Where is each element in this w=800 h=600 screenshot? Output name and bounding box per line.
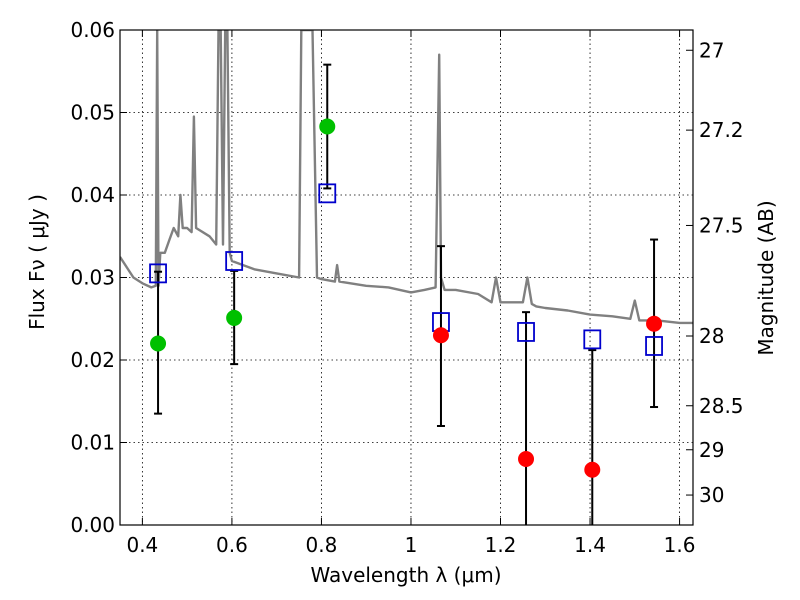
x-tick-label: 0.4 bbox=[126, 533, 158, 557]
detections-point bbox=[226, 309, 243, 326]
y2-tick-label: 27.5 bbox=[699, 213, 744, 237]
detections-point bbox=[319, 118, 336, 135]
y-axis-title: Flux Fν ( μJy ) bbox=[25, 194, 49, 330]
x-axis-title: Wavelength λ (μm) bbox=[310, 563, 501, 587]
x-tick-label: 1.6 bbox=[664, 533, 696, 557]
y-tick-label: 0.06 bbox=[70, 18, 115, 42]
y2-tick-label: 28 bbox=[699, 324, 724, 348]
upper-bands-point bbox=[518, 451, 535, 467]
y-tick-label: 0.01 bbox=[70, 431, 115, 455]
x-tick-label: 1.2 bbox=[485, 533, 517, 557]
x-tick-label: 1.4 bbox=[574, 533, 606, 557]
y2-axis-title: Magnitude (AB) bbox=[754, 200, 778, 355]
spectrum-line bbox=[120, 30, 693, 325]
y-tick-label: 0.05 bbox=[70, 101, 115, 125]
x-tick-label: 1 bbox=[405, 533, 418, 557]
model-square bbox=[149, 263, 167, 284]
y-tick-label: 0.00 bbox=[70, 513, 115, 537]
y-tick-label: 0.04 bbox=[70, 183, 115, 207]
y2-tick-label: 30 bbox=[699, 483, 724, 507]
detections-point bbox=[150, 335, 167, 352]
model-square bbox=[225, 251, 244, 271]
y-tick-label: 0.02 bbox=[70, 348, 115, 372]
upper-bands-point bbox=[646, 315, 663, 332]
x-tick-label: 0.8 bbox=[306, 533, 338, 557]
upper-bands-point bbox=[584, 461, 601, 478]
y2-tick-label: 27.2 bbox=[699, 118, 744, 142]
y-tick-label: 0.03 bbox=[70, 266, 115, 290]
axes-layer: 0.4 0.6 0.8 1 1.2 1.4 1.6 0.00 0.01 0.02 0.03 0.04 0… bbox=[70, 18, 743, 557]
y2-tick-label: 27 bbox=[699, 38, 724, 62]
model-square bbox=[583, 329, 602, 350]
y2-tick-label: 28.5 bbox=[699, 394, 744, 418]
x-tick-label: 0.6 bbox=[216, 533, 248, 557]
marker-layer bbox=[149, 118, 663, 478]
model-square bbox=[517, 322, 535, 342]
grid bbox=[120, 29, 693, 526]
model-square bbox=[318, 183, 337, 204]
upper-bands-point bbox=[432, 327, 449, 344]
y2-tick-label: 29 bbox=[699, 438, 724, 462]
spectrum-layer bbox=[120, 30, 693, 325]
model-square bbox=[645, 336, 663, 356]
